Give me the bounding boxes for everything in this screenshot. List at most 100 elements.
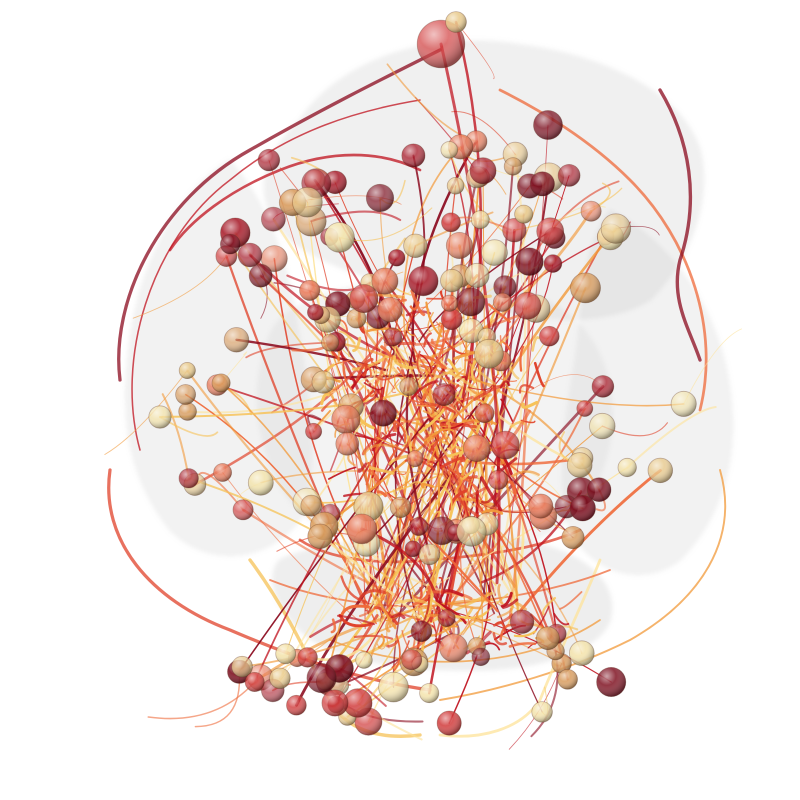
soma-highlight: [491, 431, 520, 460]
soma-highlight: [502, 218, 527, 242]
soma-highlight: [533, 110, 563, 140]
soma: [528, 493, 554, 519]
neuropil-fiber: [370, 469, 381, 486]
neurite-branch: [161, 393, 190, 480]
neuropil-fiber: [542, 596, 557, 616]
soma-highlight: [378, 672, 409, 702]
soma-highlight: [427, 516, 456, 545]
soma-highlight: [258, 149, 280, 171]
soma: [378, 671, 409, 703]
soma-highlight: [275, 643, 296, 664]
neuropil-fiber: [499, 380, 511, 389]
soma-highlight: [233, 499, 254, 520]
soma-highlight: [592, 375, 614, 398]
neuropil-fiber: [431, 485, 448, 491]
neurite-fiber: [186, 362, 397, 414]
neuropil-fiber: [533, 361, 545, 388]
soma-highlight: [471, 647, 490, 666]
neuropil-fiber: [425, 301, 443, 338]
neurite-branch: [683, 328, 743, 405]
neuropil-fiber: [374, 595, 397, 630]
soma: [178, 468, 199, 489]
soma-highlight: [245, 672, 265, 692]
neurite-fiber: [322, 390, 483, 528]
neuropil-fiber: [375, 372, 402, 381]
soma-highlight: [596, 667, 626, 697]
neurite-arc: [439, 469, 727, 701]
soma-highlight: [343, 688, 373, 718]
soma: [470, 210, 490, 230]
neuropil-fiber: [391, 379, 400, 394]
soma-highlight: [536, 626, 560, 650]
neuropil-fiber: [347, 336, 350, 358]
neuropil-fiber: [453, 466, 465, 494]
neuropil-fiber: [457, 496, 481, 518]
soma-highlight: [349, 284, 378, 313]
neuropil-fiber: [531, 336, 540, 352]
neuropil-fiber: [412, 585, 431, 606]
soma: [513, 291, 542, 320]
soma: [557, 668, 578, 690]
soma-highlight: [269, 668, 291, 689]
neuropil-fiber: [338, 330, 356, 345]
soma: [331, 404, 361, 434]
soma: [589, 412, 616, 440]
neuropil-fiber: [393, 420, 407, 443]
soma: [213, 463, 233, 482]
neuropil-fiber: [355, 362, 372, 378]
soma-highlight: [300, 495, 322, 517]
neurite-fiber: [450, 456, 584, 466]
soma: [419, 683, 440, 704]
soma: [586, 477, 612, 503]
soma: [178, 361, 196, 379]
soma: [409, 517, 429, 537]
neuropil-fiber: [309, 618, 345, 638]
neurite-branch: [626, 405, 717, 469]
soma-highlight: [305, 423, 322, 440]
neuropil-fiber: [421, 385, 432, 402]
neuropil-fiber: [380, 563, 396, 599]
neurite-fiber: [241, 607, 434, 668]
soma: [211, 373, 231, 393]
neuropil-fiber: [430, 338, 443, 348]
soma: [388, 249, 406, 267]
neurite-fiber: [402, 145, 462, 342]
neuropil-fiber: [402, 425, 409, 447]
soma-highlight: [463, 435, 491, 462]
soma: [437, 609, 456, 628]
soma-highlight: [576, 400, 593, 417]
neuropil-fiber: [394, 432, 413, 461]
soma: [440, 308, 463, 331]
neuropil-fiber: [445, 421, 451, 435]
neuropil-fiber: [496, 604, 515, 619]
soma: [591, 375, 615, 398]
soma: [557, 163, 581, 187]
neuropil-fiber: [492, 375, 518, 382]
neuropil-fiber: [423, 428, 454, 442]
neuropil-fiber: [340, 575, 368, 603]
soma: [371, 267, 399, 295]
soma: [175, 384, 197, 405]
neuropil-fiber: [422, 410, 435, 417]
soma: [178, 402, 197, 421]
soma-highlight: [433, 383, 456, 406]
soma: [343, 688, 373, 718]
neuropil-fiber: [553, 612, 570, 626]
soma-highlight: [456, 516, 487, 547]
neurite-fiber: [517, 468, 662, 615]
soma: [306, 662, 337, 694]
neuropil-fiber: [353, 634, 394, 640]
soma: [399, 376, 419, 396]
neuropil-fiber: [385, 475, 391, 486]
neuropil-fiber: [330, 618, 337, 634]
soma-highlight: [249, 264, 273, 288]
soma: [232, 499, 254, 521]
soma: [346, 308, 367, 329]
soma-highlight: [557, 669, 578, 690]
neuropil-fiber: [393, 634, 401, 672]
soma-highlight: [331, 405, 361, 434]
neuropil-fiber: [406, 322, 415, 337]
neuropil-fiber: [358, 595, 386, 618]
